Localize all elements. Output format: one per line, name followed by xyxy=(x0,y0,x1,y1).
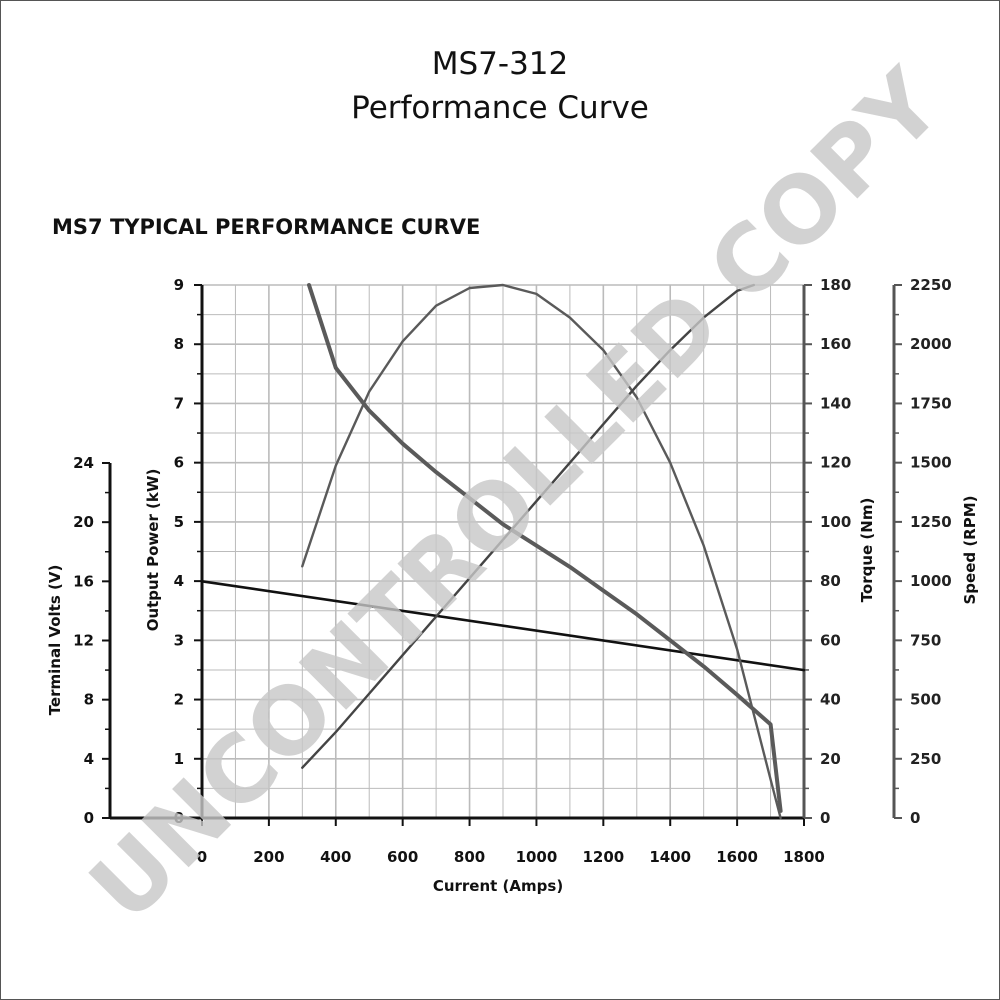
torque-tick-label: 120 xyxy=(820,454,851,472)
torque-tick-label: 160 xyxy=(820,335,851,353)
output-power-tick-label: 7 xyxy=(174,394,184,412)
speed-tick-label: 2000 xyxy=(910,335,952,353)
speed-tick-label: 250 xyxy=(910,750,941,768)
x-tick-label: 1600 xyxy=(716,848,758,866)
terminal-volts-tick-label: 20 xyxy=(73,513,94,531)
output-power-tick-label: 4 xyxy=(174,572,184,590)
x-tick-label: 1400 xyxy=(649,848,691,866)
output-power-axis-label: Output Power (kW) xyxy=(144,469,162,632)
x-tick-label: 400 xyxy=(320,848,351,866)
output-power-tick-label: 8 xyxy=(174,335,184,353)
x-tick-label: 1800 xyxy=(783,848,825,866)
terminal-volts-tick-label: 16 xyxy=(73,572,94,590)
output-power-tick-label: 9 xyxy=(174,276,184,294)
page-subtitle: Performance Curve xyxy=(351,90,649,126)
speed-tick-label: 750 xyxy=(910,631,941,649)
x-tick-label: 1000 xyxy=(516,848,558,866)
torque-tick-label: 40 xyxy=(820,691,841,709)
speed-tick-label: 0 xyxy=(910,809,920,827)
x-tick-label: 200 xyxy=(253,848,284,866)
terminal-volts-tick-label: 12 xyxy=(73,632,94,650)
output-power-tick-label: 6 xyxy=(174,454,184,472)
voltage-series-line xyxy=(200,580,806,672)
watermark-text: UNCONTROLLED COPY xyxy=(70,49,963,942)
x-tick-label: 800 xyxy=(454,848,485,866)
torque-tick-label: 20 xyxy=(820,750,841,768)
speed-tick-label: 500 xyxy=(910,691,941,709)
output-power-tick-label: 2 xyxy=(174,691,184,709)
axes: 0123456789020040060080010001200140016001… xyxy=(73,276,952,866)
x-tick-label: 0 xyxy=(197,848,207,866)
terminal-volts-tick-label: 8 xyxy=(84,691,94,709)
power-series-line xyxy=(301,283,782,820)
speed-tick-label: 1750 xyxy=(910,394,952,412)
terminal-volts-axis-label: Terminal Volts (V) xyxy=(46,565,64,716)
torque-series-line xyxy=(301,283,755,769)
x-tick-label: 1200 xyxy=(582,848,624,866)
speed-tick-label: 1250 xyxy=(910,513,952,531)
x-tick-label: 600 xyxy=(387,848,418,866)
output-power-tick-label: 3 xyxy=(174,631,184,649)
speed-axis-label: Speed (RPM) xyxy=(961,495,979,604)
speed-tick-label: 1500 xyxy=(910,454,952,472)
x-axis-label: Current (Amps) xyxy=(433,877,563,895)
terminal-volts-tick-label: 24 xyxy=(73,454,94,472)
series-lines xyxy=(200,283,806,820)
output-power-tick-label: 5 xyxy=(174,513,184,531)
speed-tick-label: 1000 xyxy=(910,572,952,590)
chart-title: MS7 TYPICAL PERFORMANCE CURVE xyxy=(52,215,481,239)
page-title: MS7-312 xyxy=(431,46,569,82)
torque-tick-label: 140 xyxy=(820,394,851,412)
torque-axis-label: Torque (Nm) xyxy=(858,498,876,603)
torque-tick-label: 180 xyxy=(820,276,851,294)
torque-tick-label: 100 xyxy=(820,513,851,531)
output-power-tick-label: 1 xyxy=(174,750,184,768)
speed-series-line xyxy=(307,283,783,813)
torque-tick-label: 60 xyxy=(820,631,841,649)
terminal-volts-tick-label: 0 xyxy=(84,809,94,827)
torque-tick-label: 80 xyxy=(820,572,841,590)
speed-tick-label: 2250 xyxy=(910,276,952,294)
terminal-volts-tick-label: 4 xyxy=(84,750,94,768)
torque-tick-label: 0 xyxy=(820,809,830,827)
